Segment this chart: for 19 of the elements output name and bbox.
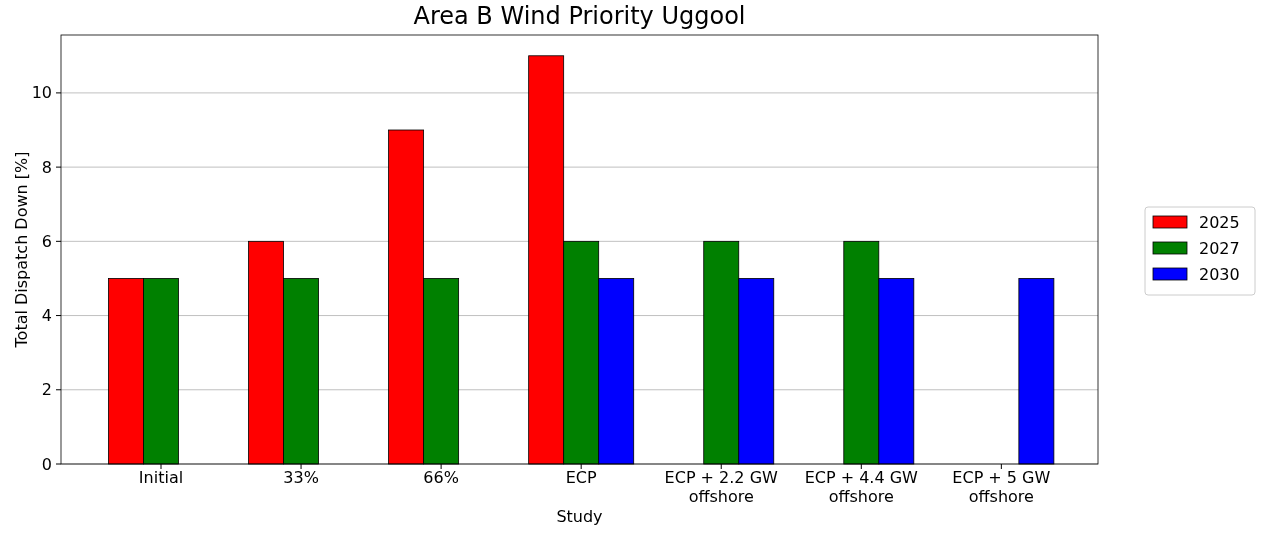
x-tick-label: Initial: [138, 468, 184, 487]
y-tick-label: 10: [31, 83, 52, 103]
x-tick-label: ECP + 2.2 GW offshore: [664, 468, 779, 506]
x-tick-label: 66%: [423, 468, 459, 487]
legend-label: 2027: [1199, 238, 1240, 258]
x-tick-label: ECP + 5 GW offshore: [952, 468, 1051, 506]
x-axis-title: Study: [556, 507, 603, 526]
chart-title: Area B Wind Priority Uggool: [413, 2, 746, 30]
legend-label: 2025: [1199, 212, 1240, 232]
y-tick-label: 4: [41, 306, 52, 326]
x-tick-label: 33%: [283, 468, 319, 487]
x-tick-label: ECP: [565, 468, 597, 487]
y-tick-label: 0: [41, 454, 52, 474]
legend-label: 2030: [1199, 264, 1240, 284]
y-tick-label: 6: [41, 231, 52, 251]
y-tick-label: 8: [41, 157, 52, 177]
y-tick-label: 2: [41, 380, 52, 400]
y-axis-title: Total Dispatch Down [%]: [12, 151, 31, 349]
x-tick-label: ECP + 4.4 GW offshore: [804, 468, 919, 506]
